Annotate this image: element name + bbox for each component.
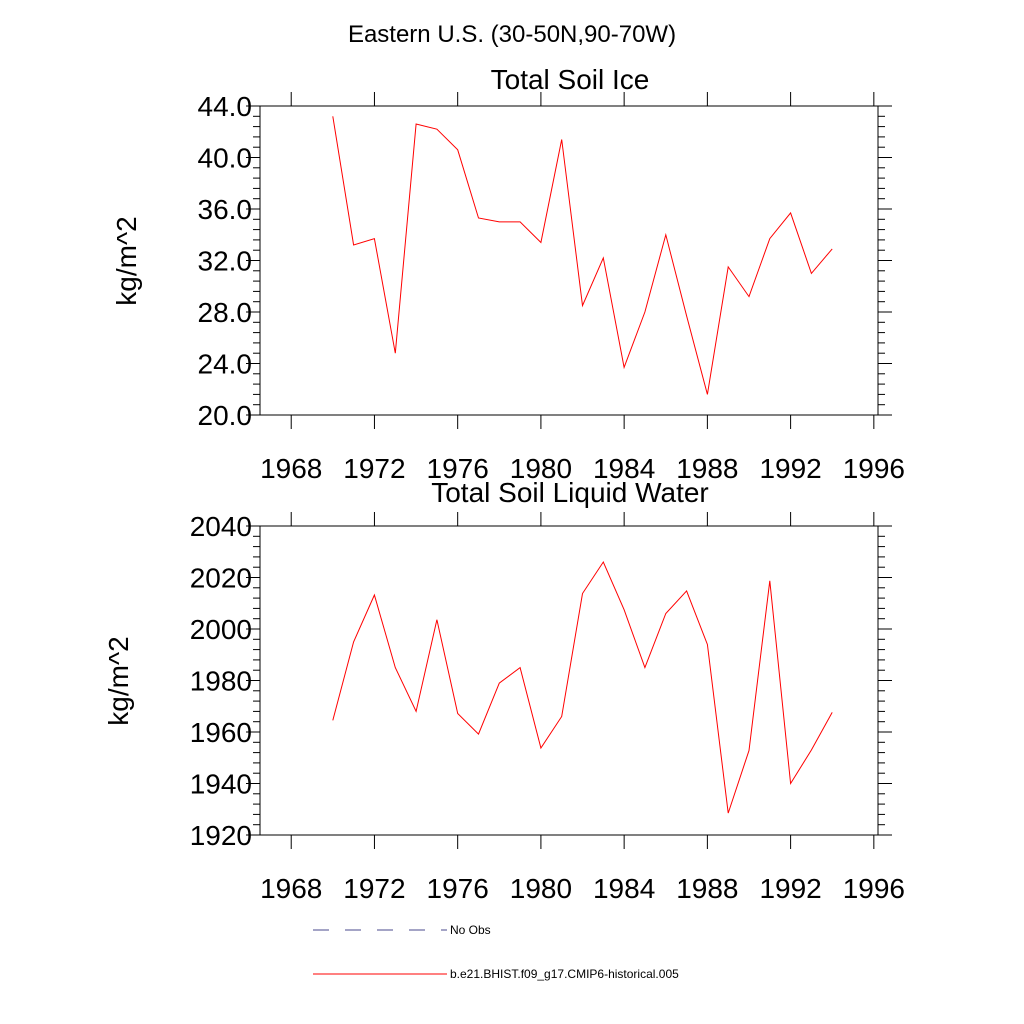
- y-tick-label: 40.0: [198, 143, 253, 174]
- y-tick-label: 1960: [190, 717, 252, 748]
- y-tick-label: 1920: [190, 820, 252, 851]
- legend-obs-label: No Obs: [450, 923, 491, 937]
- panel-title: Total Soil Ice: [491, 64, 650, 95]
- x-tick-label: 1980: [510, 873, 572, 904]
- y-axis-label: kg/m^2: [103, 636, 134, 725]
- panel-soil-ice: Total Soil Ice kg/m^2 1968 1972 1976 1980 19…: [111, 64, 905, 484]
- y-tick-label: 44.0: [198, 91, 253, 122]
- x-tick-label: 1988: [676, 873, 738, 904]
- x-tick-label: 1988: [676, 453, 738, 484]
- y-tick-label: 20.0: [198, 400, 253, 431]
- panel-title: Total Soil Liquid Water: [431, 477, 709, 508]
- y-tick-label: 32.0: [198, 246, 253, 277]
- legend: No Obs b.e21.BHIST.f09_g17.CMIP6-histori…: [313, 923, 679, 981]
- x-tick-label: 1968: [260, 873, 322, 904]
- plot-frame: [259, 105, 879, 416]
- x-tick-label: 1968: [260, 453, 322, 484]
- x-tick-label: 1984: [593, 453, 655, 484]
- x-tick-label: 1972: [343, 873, 405, 904]
- x-tick-label: 1992: [759, 453, 821, 484]
- x-tick-label: 1976: [427, 453, 489, 484]
- plot-frame: [259, 525, 879, 836]
- y-tick-label: 1940: [190, 769, 252, 800]
- y-tick-label: 28.0: [198, 297, 253, 328]
- y-axis-label: kg/m^2: [111, 216, 142, 305]
- x-tick-label: 1976: [427, 873, 489, 904]
- y-tick-label: 2040: [190, 511, 252, 542]
- x-tick-label: 1996: [843, 873, 905, 904]
- y-tick-label: 2020: [190, 563, 252, 594]
- x-tick-label: 1972: [343, 453, 405, 484]
- series-line: [332, 116, 833, 395]
- figure-suptitle: Eastern U.S. (30-50N,90-70W): [348, 21, 676, 48]
- y-tick-label: 2000: [190, 614, 252, 645]
- x-tick-label: 1996: [843, 453, 905, 484]
- y-tick-label: 1980: [190, 666, 252, 697]
- x-tick-label: 1984: [593, 873, 655, 904]
- y-tick-label: 24.0: [198, 349, 253, 380]
- y-tick-label: 36.0: [198, 194, 253, 225]
- series-line: [332, 560, 833, 814]
- legend-model-label: b.e21.BHIST.f09_g17.CMIP6-historical.005: [450, 967, 679, 981]
- x-tick-label: 1980: [510, 453, 572, 484]
- panel-soil-liquid-water: Total Soil Liquid Water kg/m^2 1968 1972 1…: [103, 477, 905, 904]
- x-tick-label: 1992: [759, 873, 821, 904]
